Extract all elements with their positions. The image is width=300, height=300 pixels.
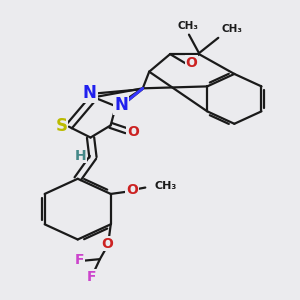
Text: H: H	[74, 149, 86, 163]
Text: CH₃: CH₃	[155, 181, 177, 191]
Text: O: O	[127, 125, 139, 140]
Text: S: S	[56, 117, 68, 135]
Text: F: F	[86, 270, 96, 284]
Text: N: N	[84, 84, 98, 102]
Text: O: O	[126, 183, 138, 197]
Text: CH₃: CH₃	[221, 24, 242, 34]
Text: F: F	[75, 254, 85, 267]
Text: S: S	[56, 117, 68, 135]
Text: O: O	[185, 56, 197, 70]
Text: O: O	[185, 56, 197, 70]
Text: N: N	[83, 84, 97, 102]
Text: O: O	[101, 237, 113, 251]
Text: N: N	[114, 96, 128, 114]
Text: N: N	[114, 96, 128, 114]
Text: O: O	[127, 125, 139, 140]
Text: CH₃: CH₃	[177, 21, 198, 31]
Text: H: H	[74, 149, 86, 163]
